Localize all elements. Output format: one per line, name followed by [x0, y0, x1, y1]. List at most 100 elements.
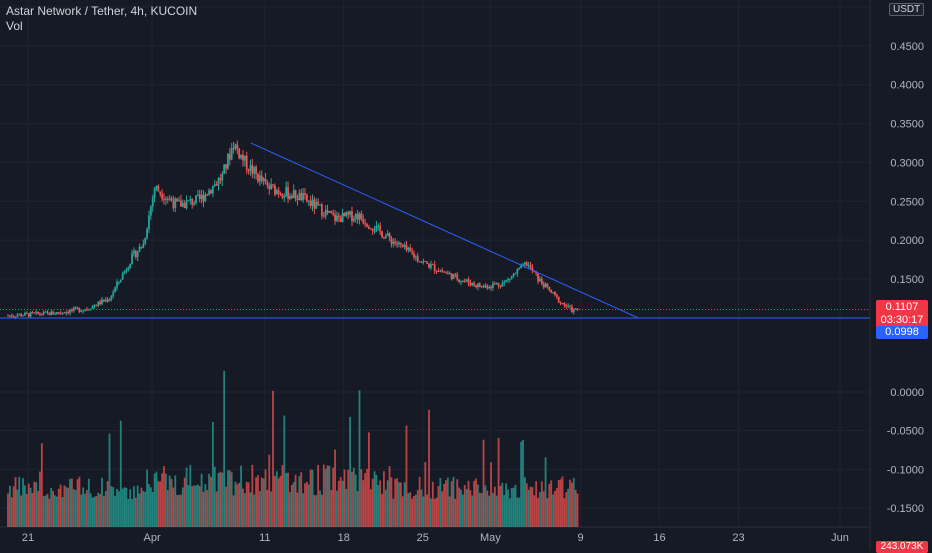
volume-bar — [343, 469, 346, 527]
candle-body — [159, 191, 162, 194]
volume-bar — [463, 485, 466, 527]
volume-bar — [559, 479, 562, 527]
volume-bar — [133, 486, 135, 527]
volume-bar — [102, 495, 105, 527]
symbol-title[interactable]: Astar Network / Tether, 4h, KUCOIN — [6, 4, 198, 18]
candle-body — [125, 269, 128, 272]
volume-bar — [475, 478, 477, 527]
volume-bar — [499, 485, 502, 527]
currency-badge[interactable]: USDT — [889, 3, 925, 16]
volume-bar — [334, 449, 336, 527]
candle-body — [405, 244, 408, 250]
volume-indicator-label[interactable]: Vol — [6, 19, 23, 33]
volume-bar — [210, 476, 212, 527]
candle-body — [550, 289, 553, 293]
candle-body — [67, 312, 70, 314]
time-tick-label: 21 — [22, 532, 34, 544]
candle-body — [42, 311, 45, 315]
candle-body — [311, 199, 314, 207]
candle-body — [283, 196, 286, 198]
candle-body — [102, 299, 105, 302]
volume-bar — [258, 491, 261, 527]
volume-bar — [52, 490, 55, 527]
volume-bar — [78, 476, 81, 527]
candle-body — [157, 185, 160, 192]
candle-body — [347, 212, 350, 215]
volume-bar — [533, 495, 536, 527]
volume-bar — [315, 495, 318, 527]
volume-bar — [164, 473, 167, 527]
candle-body — [27, 313, 30, 317]
price-tick-label: 0.4000 — [890, 80, 924, 92]
volume-bar — [418, 476, 421, 527]
candle-body — [294, 190, 297, 199]
volume-bar — [242, 488, 244, 527]
volume-bar — [465, 489, 468, 527]
candle-body — [499, 285, 502, 287]
volume-bar — [14, 477, 17, 527]
candle-body — [54, 313, 56, 315]
volume-bar — [332, 467, 335, 527]
candle-body — [478, 283, 481, 288]
volume-bar — [206, 490, 209, 527]
candle-body — [437, 271, 440, 273]
candle-body — [136, 251, 139, 257]
candle-body — [480, 286, 483, 288]
volume-bar — [428, 409, 430, 527]
volume-bar — [202, 491, 205, 527]
volume-bar — [570, 482, 573, 527]
volume-bar — [48, 498, 51, 527]
volume-bar — [40, 443, 43, 527]
volume-bar — [234, 481, 237, 527]
volume-bar — [414, 494, 417, 527]
volume-bar — [72, 489, 75, 527]
candle-body — [25, 312, 28, 314]
volume-bar — [108, 433, 111, 527]
price-tick-label: 0.1500 — [890, 274, 924, 286]
candle-body — [398, 242, 400, 245]
candle-body — [296, 198, 299, 201]
volume-bar — [446, 477, 449, 527]
volume-bar — [10, 497, 13, 527]
candle-body — [243, 155, 246, 161]
volume-bar — [187, 485, 190, 527]
time-tick-label: 16 — [653, 532, 665, 544]
volume-bar — [67, 487, 70, 527]
volume-bar — [275, 471, 278, 527]
volume-bar — [508, 498, 511, 527]
volume-bar — [364, 473, 367, 527]
price-axis: 0.50000.45000.40000.35000.30000.25000.20… — [887, 2, 924, 515]
volume-bar — [505, 483, 508, 527]
candle-body — [424, 261, 427, 263]
volume-bar — [307, 484, 310, 527]
volume-bar — [495, 495, 498, 527]
candle-body — [285, 187, 288, 197]
volume-bar — [484, 485, 487, 527]
candle-body — [57, 312, 60, 314]
volume-bar — [510, 487, 513, 527]
volume-bar — [257, 475, 259, 527]
candle-body — [523, 262, 526, 265]
volume-bar — [114, 495, 117, 527]
volume-bar — [540, 481, 543, 527]
candle-body — [10, 315, 13, 317]
candle-body — [63, 312, 66, 314]
candle-body — [352, 218, 355, 222]
volume-bar — [266, 489, 269, 527]
candle-body — [247, 169, 250, 172]
volume-bar — [198, 486, 201, 527]
volume-value-tag: 243.073K — [876, 541, 928, 553]
volume-bar — [159, 481, 162, 527]
volume-bar — [172, 487, 175, 527]
volume-bar — [450, 481, 453, 527]
candle-body — [8, 315, 11, 317]
volume-bar — [166, 490, 169, 527]
candle-body — [510, 276, 513, 279]
candle-body — [561, 303, 564, 305]
volume-bar — [46, 493, 49, 527]
volume-bar — [110, 486, 113, 527]
candle-body — [426, 261, 429, 264]
volume-bar — [542, 491, 545, 527]
volume-bar — [211, 421, 214, 527]
